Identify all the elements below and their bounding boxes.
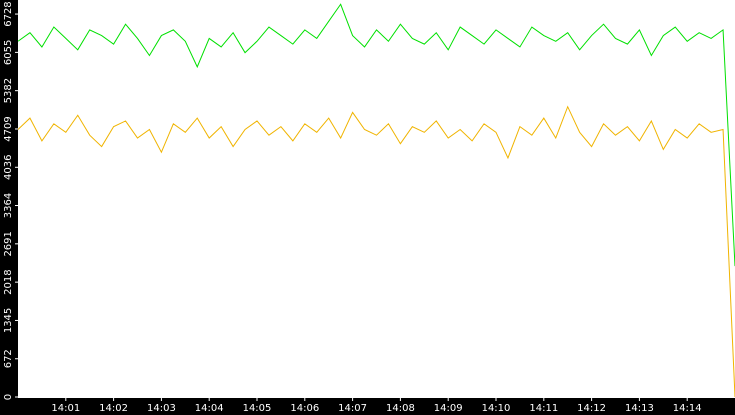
x-tick-label: 14:12 — [577, 403, 606, 414]
y-tick-label: 6728 — [3, 1, 14, 26]
x-tick-label: 14:13 — [625, 403, 654, 414]
y-tick-label: 4036 — [3, 155, 14, 180]
x-tick-label: 14:03 — [147, 403, 176, 414]
x-axis-strip — [0, 398, 735, 415]
x-tick-label: 14:06 — [290, 403, 319, 414]
y-tick-label: 0 — [3, 394, 14, 400]
y-tick-label: 1345 — [3, 308, 14, 333]
x-tick-label: 14:05 — [243, 403, 272, 414]
x-tick-label: 14:10 — [482, 403, 511, 414]
y-tick-label: 5382 — [3, 78, 14, 103]
y-tick-label: 3364 — [3, 193, 14, 218]
x-tick-label: 14:09 — [434, 403, 463, 414]
y-tick-label: 672 — [3, 349, 14, 368]
y-tick-label: 6055 — [3, 40, 14, 65]
x-tick-label: 14:07 — [338, 403, 367, 414]
y-tick-label: 2691 — [3, 231, 14, 256]
x-tick-label: 14:02 — [99, 403, 128, 414]
y-axis-strip — [0, 0, 18, 415]
x-tick-label: 14:01 — [51, 403, 80, 414]
y-tick-label: 4709 — [3, 116, 14, 141]
x-tick-label: 14:08 — [386, 403, 415, 414]
x-tick-label: 14:14 — [673, 403, 702, 414]
x-tick-label: 14:04 — [195, 403, 224, 414]
series-line — [17, 105, 735, 398]
y-tick-label: 2018 — [3, 269, 14, 294]
series-line — [17, 3, 735, 267]
x-tick-label: 14:11 — [529, 403, 558, 414]
